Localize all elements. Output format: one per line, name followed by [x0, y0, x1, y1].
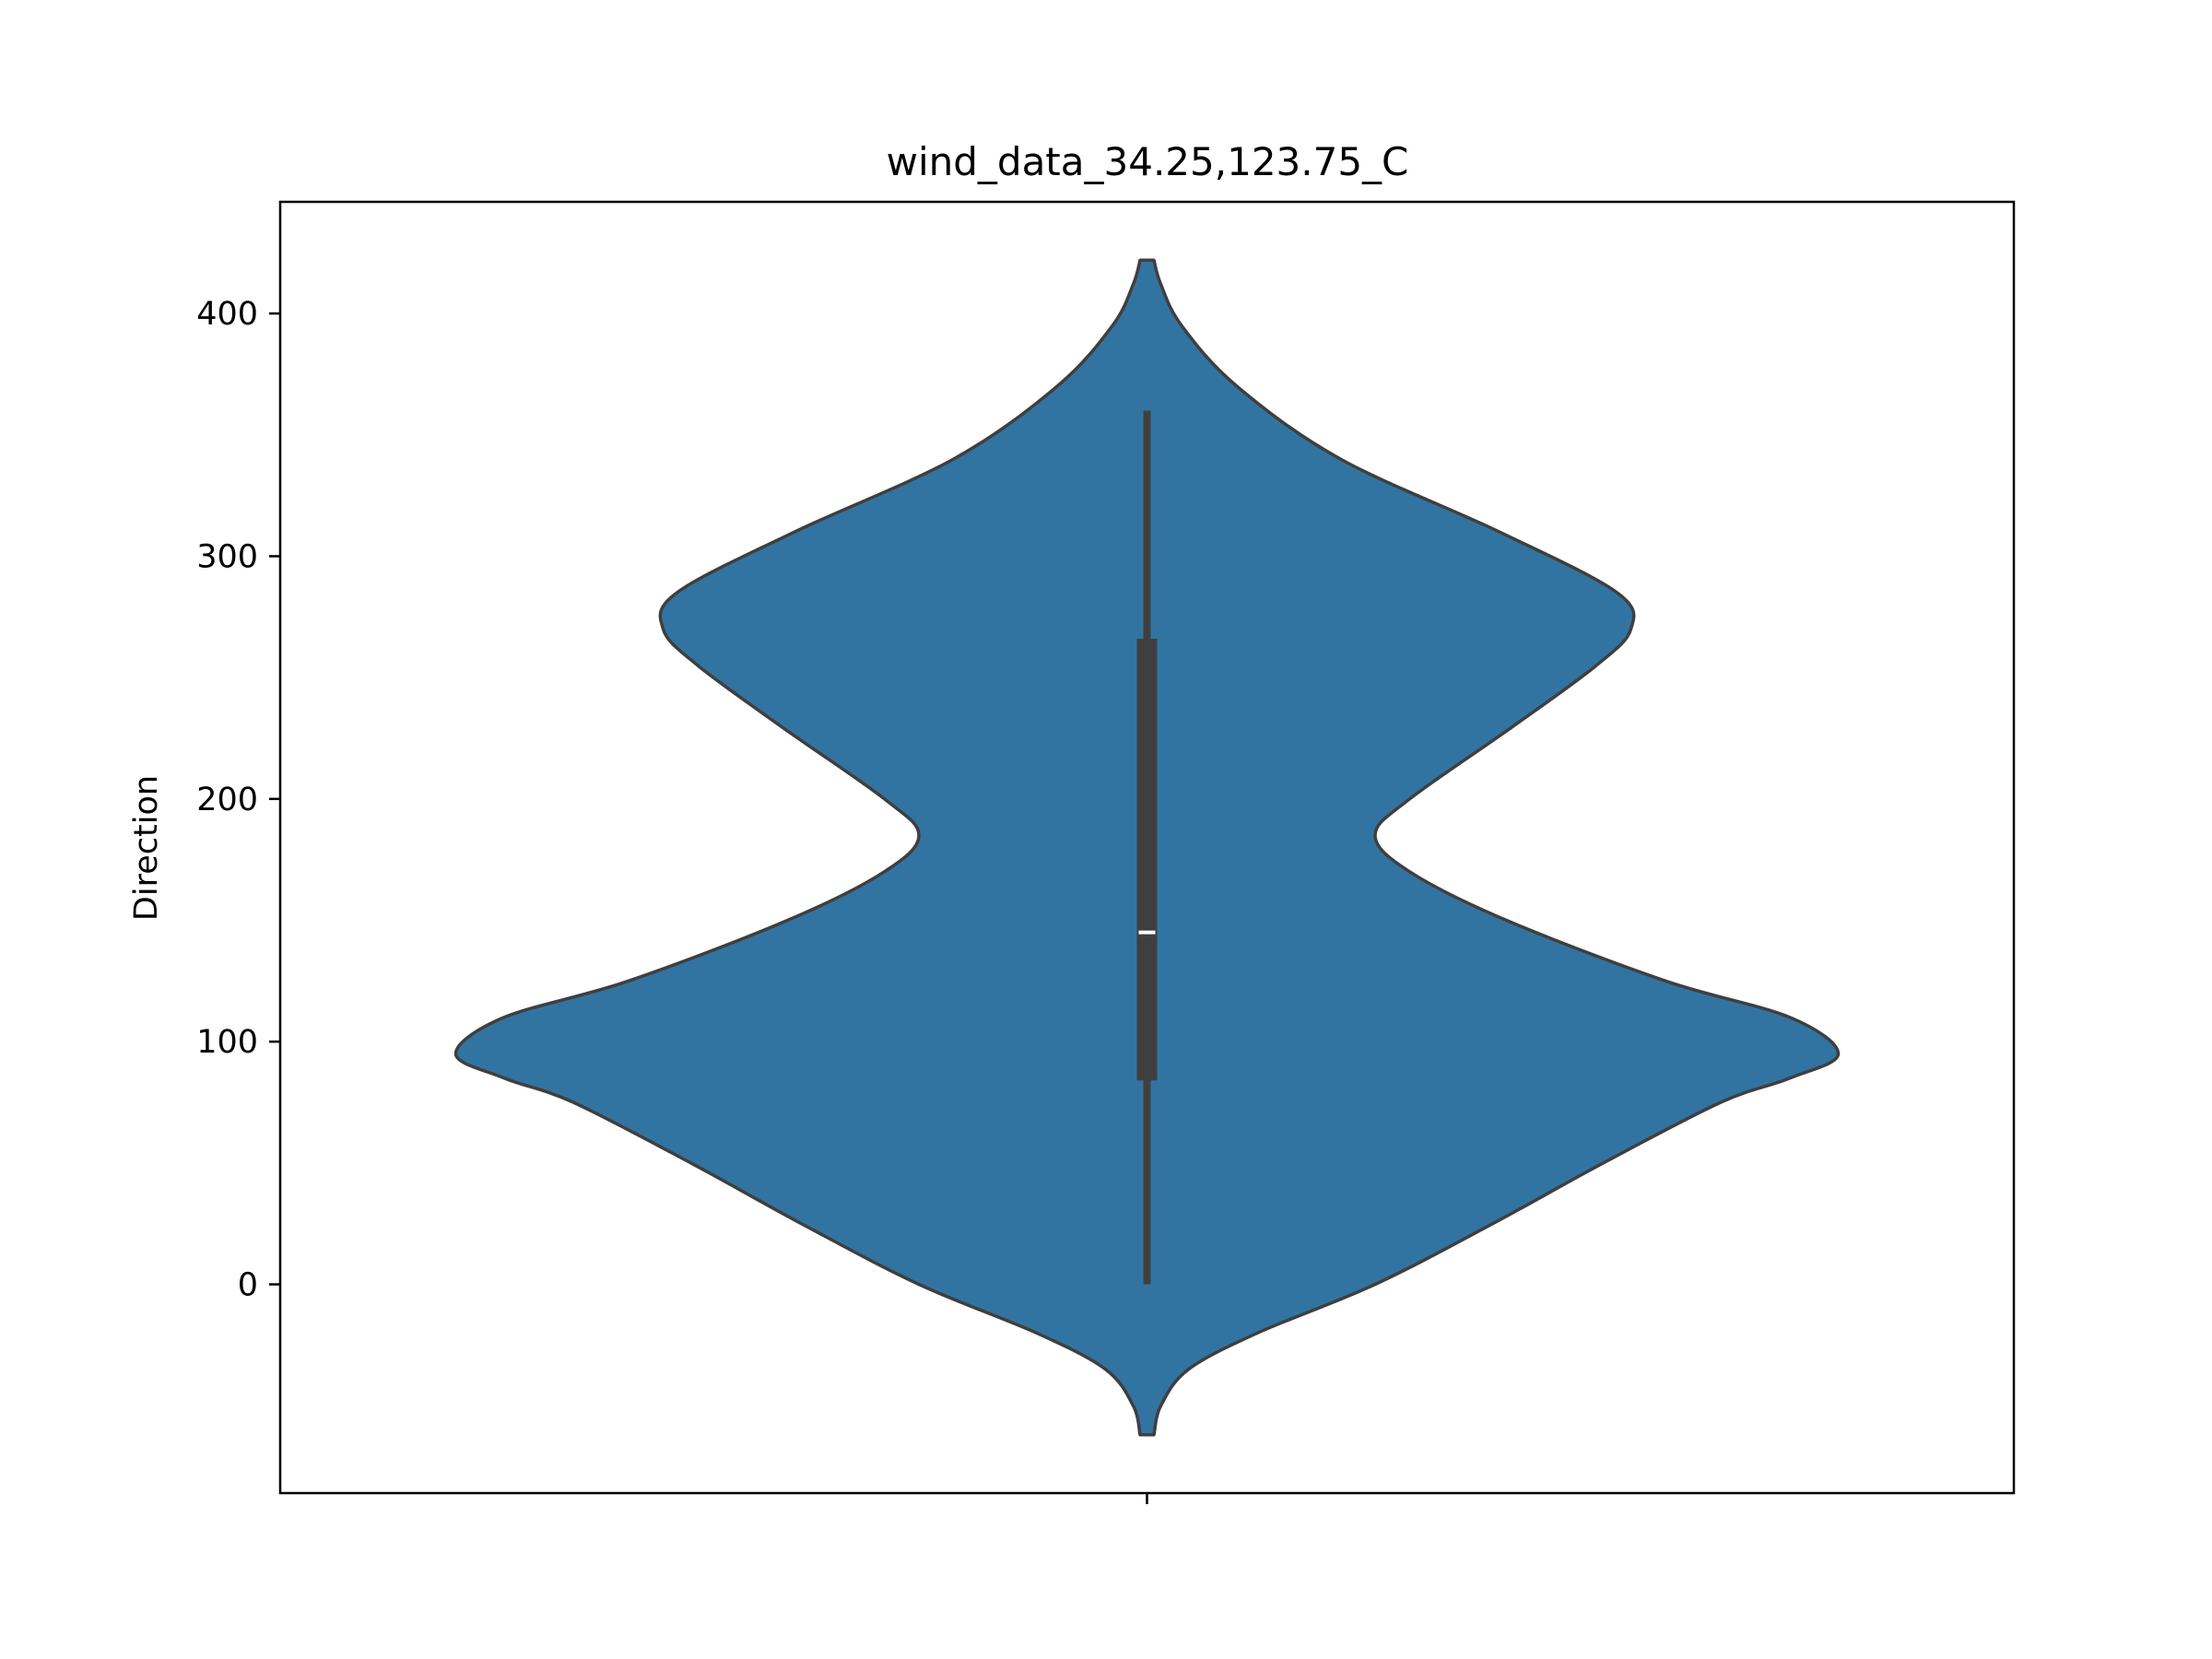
y-axis: 0 100 200 300 400: [196, 296, 280, 1304]
interquartile-box: [1136, 639, 1158, 1081]
y-tick-label: 400: [196, 296, 258, 333]
y-tick-label: 0: [238, 1267, 258, 1304]
y-axis-label: Direction: [128, 775, 165, 921]
y-tick-label: 300: [196, 538, 258, 575]
y-tick-label: 100: [196, 1024, 258, 1061]
y-tick-label: 200: [196, 782, 258, 818]
chart-title: wind_data_34.25,123.75_C: [887, 139, 1409, 184]
box-layer: [1136, 410, 1158, 1285]
